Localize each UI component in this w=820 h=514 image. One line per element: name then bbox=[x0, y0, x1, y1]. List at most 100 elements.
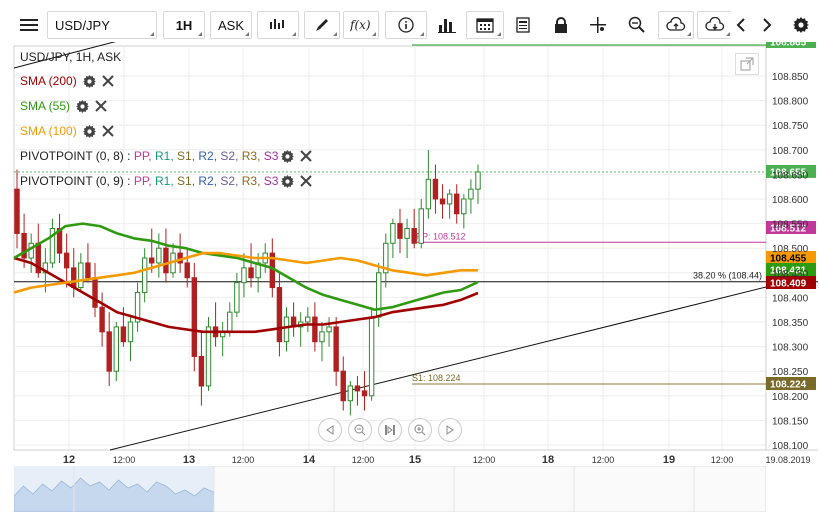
triangle-right-icon bbox=[446, 425, 454, 435]
volume-button[interactable] bbox=[432, 11, 462, 39]
navigator-strip[interactable] bbox=[14, 466, 766, 512]
time-axis-label: 12:00 bbox=[711, 455, 734, 465]
chart-title-text: USD/JPY, 1H, ASK bbox=[20, 50, 122, 64]
candle-body bbox=[106, 331, 112, 372]
candle bbox=[106, 312, 112, 386]
draw-tool-button[interactable] bbox=[304, 11, 340, 39]
pivot2-label: PIVOTPOINT (0, 9) bbox=[20, 174, 124, 188]
time-axis-label: 19 bbox=[663, 454, 675, 466]
scroll-left-button[interactable] bbox=[318, 418, 342, 442]
upload-button[interactable] bbox=[658, 11, 694, 39]
legend-pivot1[interactable]: PIVOTPOINT (0, 8) : PP, R1, S1, R2, S2, … bbox=[20, 149, 313, 163]
legend-sma100[interactable]: SMA (100) bbox=[20, 124, 114, 138]
price-tick-label: 108.850 bbox=[772, 72, 809, 83]
timeframe-selector[interactable]: 1H bbox=[163, 11, 205, 39]
candle-body bbox=[432, 178, 439, 200]
candle bbox=[319, 322, 325, 362]
pivot1-settings-icon[interactable] bbox=[281, 149, 295, 163]
candle-body bbox=[163, 247, 169, 274]
info-button[interactable] bbox=[385, 11, 427, 39]
legend-sma200[interactable]: SMA (200) bbox=[20, 74, 114, 88]
download-button[interactable] bbox=[697, 11, 733, 39]
pivot1-s3: S3 bbox=[263, 149, 279, 163]
scroll-right-button[interactable] bbox=[438, 418, 462, 442]
function-icon: f(x) bbox=[350, 18, 371, 32]
candle bbox=[347, 381, 354, 416]
candle bbox=[475, 164, 481, 204]
price-chart[interactable]: 38.20 % (108.44) PP: 108.512 S1: 108.224 1… bbox=[12, 42, 818, 512]
pivot2-settings-icon[interactable] bbox=[281, 174, 295, 188]
zoom-button[interactable] bbox=[622, 11, 652, 39]
symbol-selector[interactable]: USD/JPY bbox=[47, 11, 157, 39]
candle-body bbox=[99, 306, 105, 333]
candle bbox=[312, 302, 318, 352]
reset-button[interactable] bbox=[378, 418, 402, 442]
sma200-close-icon[interactable] bbox=[101, 75, 114, 87]
candle-body bbox=[347, 385, 354, 402]
zoom-out-button[interactable] bbox=[348, 418, 372, 442]
sma200-price-tag: 108.409 bbox=[766, 276, 816, 290]
zoom-in-button[interactable] bbox=[408, 418, 432, 442]
indicators-button[interactable]: f(x) bbox=[343, 11, 379, 39]
bar-chart-icon bbox=[438, 19, 456, 33]
legend-pivot2[interactable]: PIVOTPOINT (0, 9) : PP, R1, S1, R2, S2, … bbox=[20, 174, 313, 188]
chart-nav-controls bbox=[318, 418, 462, 442]
s1-level-label: S1: 108.224 bbox=[412, 373, 461, 383]
pp-level-label: PP: 108.512 bbox=[416, 231, 466, 241]
candle-body bbox=[120, 326, 127, 343]
sma55-price-tag-bg bbox=[766, 263, 816, 276]
s1-price-tag: 108.224 bbox=[766, 376, 816, 390]
candle-body bbox=[411, 228, 417, 244]
pivot1-pp: PP, bbox=[133, 149, 152, 163]
time-axis-label: 18 bbox=[542, 454, 554, 466]
sma200-settings-icon[interactable] bbox=[82, 74, 96, 88]
candle-body bbox=[425, 178, 432, 210]
menu-button[interactable] bbox=[14, 11, 44, 39]
candle-body bbox=[241, 267, 247, 284]
next-button[interactable] bbox=[756, 11, 778, 39]
price-tick-label: 108.750 bbox=[772, 121, 809, 132]
calendar-button[interactable] bbox=[466, 11, 504, 39]
news-button[interactable] bbox=[508, 11, 538, 39]
top-price-tag: 108.865 bbox=[766, 42, 816, 49]
popout-button[interactable] bbox=[735, 53, 759, 75]
sma55-settings-icon[interactable] bbox=[76, 99, 90, 113]
price-type-selector[interactable]: ASK bbox=[210, 11, 252, 39]
pivot1-s2: S2, bbox=[220, 149, 239, 163]
candle-body bbox=[42, 262, 49, 274]
candle-body bbox=[21, 232, 27, 259]
legend-sma55[interactable]: SMA (55) bbox=[20, 99, 107, 113]
candle-body bbox=[141, 257, 148, 293]
sma55-close-icon[interactable] bbox=[95, 100, 107, 112]
s1-price-tag-bg bbox=[766, 376, 816, 390]
price-tick-label: 108.700 bbox=[772, 146, 809, 157]
candle bbox=[127, 317, 134, 362]
candle bbox=[248, 243, 254, 288]
chart-type-button[interactable] bbox=[257, 11, 299, 39]
candle-body bbox=[113, 326, 119, 372]
sma100-settings-icon[interactable] bbox=[82, 124, 96, 138]
pivot1-close-icon[interactable] bbox=[300, 150, 313, 162]
settings-button[interactable] bbox=[789, 11, 813, 39]
candle-body bbox=[368, 316, 375, 397]
candle bbox=[276, 272, 283, 357]
pivot1-sep: : bbox=[127, 149, 131, 163]
pivot2-close-icon[interactable] bbox=[300, 175, 313, 187]
sma100-close-icon[interactable] bbox=[101, 125, 114, 137]
pivot2-r1: R1, bbox=[154, 174, 174, 188]
candle-body bbox=[234, 282, 240, 313]
top-price-tag-bg bbox=[766, 42, 816, 48]
pivot1-r1: R1, bbox=[154, 149, 174, 163]
lock-button[interactable] bbox=[546, 11, 576, 39]
candle-body bbox=[404, 228, 410, 239]
candle bbox=[21, 213, 27, 268]
candle bbox=[446, 189, 453, 219]
current-price-tag-text: 108.655 bbox=[770, 167, 807, 178]
candle-body bbox=[134, 291, 141, 323]
sma100-price-tag: 108.455 bbox=[766, 251, 816, 265]
candle bbox=[397, 208, 403, 254]
crosshair-button[interactable] bbox=[583, 11, 613, 39]
candle bbox=[78, 253, 84, 293]
candle-body bbox=[149, 257, 155, 264]
prev-button[interactable] bbox=[730, 11, 752, 39]
